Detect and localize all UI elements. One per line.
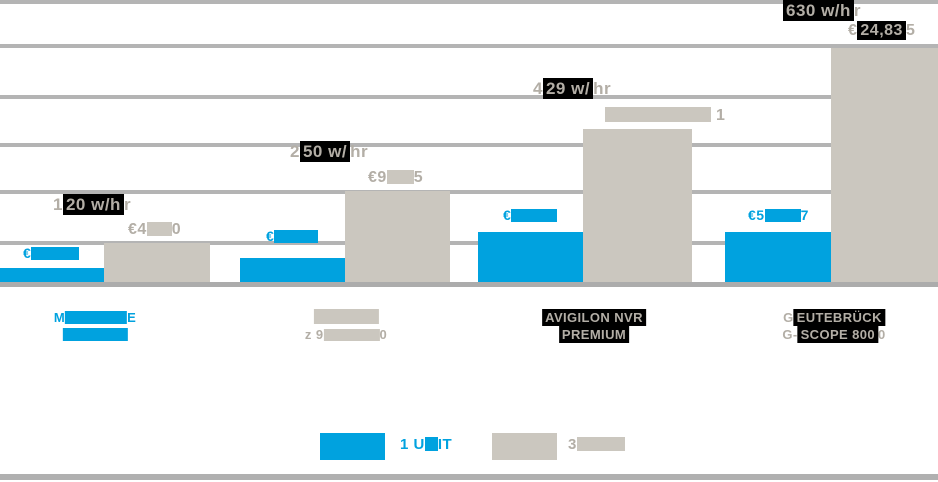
redaction-box — [323, 329, 380, 341]
text-segment: M — [53, 310, 66, 325]
cost-3units-label-1: €4 0 — [128, 221, 181, 239]
category-label-4-line-2: G- SCOPE 800 0 — [782, 326, 885, 343]
highlighted-text-segment: AVIGILON NVR — [542, 309, 646, 326]
cost-3units-label-3: 1 — [605, 107, 725, 125]
text-segment: 0 — [379, 327, 388, 342]
gridline-0 — [0, 0, 938, 4]
bottom-divider — [0, 474, 938, 480]
cost-3units-label-2: €9 5 — [368, 169, 423, 187]
bar-3units-product2 — [345, 191, 450, 282]
power-label-3: 4 29 w/hr — [533, 78, 612, 99]
power-label-2: 2 50 w/hr — [290, 141, 369, 162]
category-label-2-line-2: z 9 0 — [305, 326, 387, 343]
redaction-box — [605, 107, 711, 122]
category-label-4-line-1: G EUTEBRÜCK — [782, 309, 885, 326]
redaction-box — [65, 311, 128, 324]
bar-1unit-product1 — [0, 268, 104, 282]
bar-3units-product3 — [583, 129, 692, 282]
text-segment: 0 — [878, 327, 886, 342]
highlighted-text-segment: PREMIUM — [558, 326, 630, 343]
redaction-box — [31, 247, 80, 260]
text-segment: r — [123, 195, 132, 214]
text-segment: IT — [437, 436, 453, 453]
highlighted-text-segment: EUTEBRÜCK — [793, 309, 885, 326]
redaction-box — [764, 209, 801, 222]
bar-1unit-product3 — [478, 232, 583, 282]
text-segment: 3 — [568, 436, 577, 453]
bar-3units-product4 — [831, 48, 938, 282]
highlighted-text-segment: 630 w/h — [783, 0, 854, 21]
text-segment: 5 — [413, 169, 424, 186]
gridline-3 — [0, 143, 938, 147]
redaction-box — [511, 209, 558, 222]
redaction-box — [576, 437, 625, 451]
legend-item-3units-label: 3 — [568, 436, 625, 454]
text-segment: € — [848, 22, 858, 39]
redaction-box — [146, 222, 172, 236]
gridline-4 — [0, 190, 938, 194]
text-segment: €9 — [368, 169, 387, 186]
bar-3units-product1 — [104, 243, 210, 282]
gridline-1 — [0, 44, 938, 48]
highlighted-text-segment: 50 w/ — [299, 141, 351, 162]
category-label-3-line-2: PREMIUM — [542, 326, 646, 343]
text-segment: z 9 — [304, 327, 324, 342]
cost-1unit-label-4: €5 7 — [748, 207, 809, 223]
text-segment: hr — [350, 142, 369, 161]
legend-item-3units-swatch — [492, 433, 557, 460]
cost-1unit-label-2: € — [266, 228, 319, 244]
highlighted-text-segment: SCOPE 800 — [797, 326, 879, 343]
cost-3units-label-4: €24,83 5 — [848, 21, 916, 40]
bar-1unit-product2 — [240, 258, 345, 282]
text-segment: 4 — [533, 79, 543, 98]
text-segment: hr — [593, 79, 612, 98]
cost-1unit-label-3: € — [503, 207, 558, 223]
text-segment: 7 — [800, 207, 809, 223]
text-segment: r — [853, 1, 862, 20]
legend-item-1unit-swatch — [320, 433, 385, 460]
text-segment: € — [503, 207, 512, 223]
text-segment: 1 U — [400, 436, 425, 453]
text-segment: € — [23, 245, 32, 261]
text-segment: 1 — [53, 195, 63, 214]
text-segment: €5 — [748, 207, 765, 223]
redaction-box — [274, 230, 319, 243]
category-label-2: z 9 0 — [305, 309, 387, 343]
power-label-1: 1 20 w/h r — [53, 194, 132, 215]
highlighted-text-segment: 24,83 — [857, 21, 906, 40]
legend-item-1unit-label: 1 U IT — [400, 436, 453, 454]
text-segment: 2 — [290, 142, 300, 161]
gridline-2 — [0, 95, 938, 99]
text-segment: G — [783, 310, 794, 325]
gridline-5 — [0, 241, 938, 245]
baseline — [0, 282, 938, 287]
category-label-2-line-1 — [305, 309, 387, 326]
redaction-box — [313, 309, 379, 324]
category-label-1-line-2 — [54, 326, 136, 343]
redaction-box — [424, 437, 438, 451]
text-segment: 0 — [171, 221, 182, 238]
text-segment: G- — [782, 327, 798, 342]
text-segment: E — [127, 310, 137, 325]
category-label-3-line-1: AVIGILON NVR — [542, 309, 646, 326]
text-segment: €4 — [128, 221, 147, 238]
redaction-box — [62, 328, 128, 341]
text-segment: 1 — [711, 107, 726, 124]
bar-1unit-product4 — [725, 232, 832, 282]
text-segment: € — [266, 228, 275, 244]
highlighted-text-segment: 20 w/h — [62, 194, 124, 215]
redaction-box — [386, 170, 414, 184]
highlighted-text-segment: 29 w/ — [542, 78, 594, 99]
text-segment: 5 — [905, 22, 916, 39]
category-label-4: G EUTEBRÜCK G- SCOPE 800 0 — [782, 309, 885, 343]
power-label-4: 630 w/h r — [783, 0, 862, 21]
category-label-3: AVIGILON NVR PREMIUM — [542, 309, 646, 343]
cost-1unit-label-1: € — [23, 245, 80, 261]
